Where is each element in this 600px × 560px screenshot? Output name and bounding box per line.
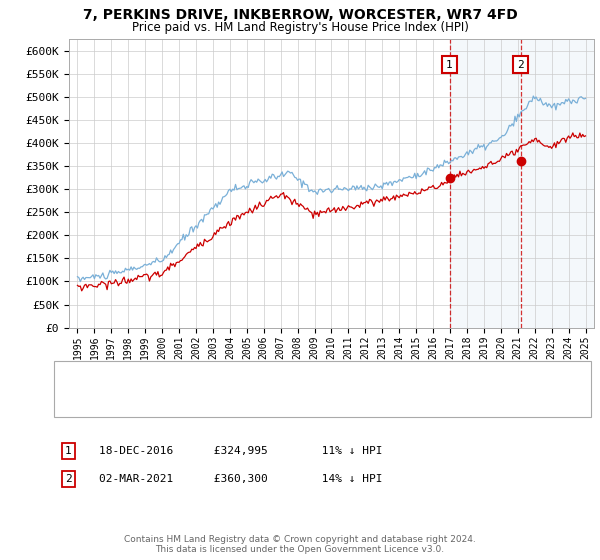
Text: 2: 2 bbox=[517, 59, 524, 69]
Text: Contains HM Land Registry data © Crown copyright and database right 2024.
This d: Contains HM Land Registry data © Crown c… bbox=[124, 535, 476, 554]
Text: 02-MAR-2021      £360,300        14% ↓ HPI: 02-MAR-2021 £360,300 14% ↓ HPI bbox=[99, 474, 383, 484]
Text: 2: 2 bbox=[65, 474, 71, 484]
Text: 7, PERKINS DRIVE, INKBERROW, WORCESTER, WR7 4FD: 7, PERKINS DRIVE, INKBERROW, WORCESTER, … bbox=[83, 8, 517, 22]
Bar bbox=[449, 39, 596, 328]
Text: 1: 1 bbox=[65, 446, 71, 456]
Text: 1: 1 bbox=[446, 59, 453, 69]
Text: Price paid vs. HM Land Registry's House Price Index (HPI): Price paid vs. HM Land Registry's House … bbox=[131, 21, 469, 34]
Text: ——: —— bbox=[66, 370, 81, 384]
Text: HPI: Average price, detached house, Wychavon: HPI: Average price, detached house, Wych… bbox=[93, 396, 368, 407]
Text: ——: —— bbox=[66, 395, 81, 408]
Text: 7, PERKINS DRIVE, INKBERROW, WORCESTER, WR7 4FD (detached house): 7, PERKINS DRIVE, INKBERROW, WORCESTER, … bbox=[93, 372, 493, 382]
Text: 18-DEC-2016      £324,995        11% ↓ HPI: 18-DEC-2016 £324,995 11% ↓ HPI bbox=[99, 446, 383, 456]
